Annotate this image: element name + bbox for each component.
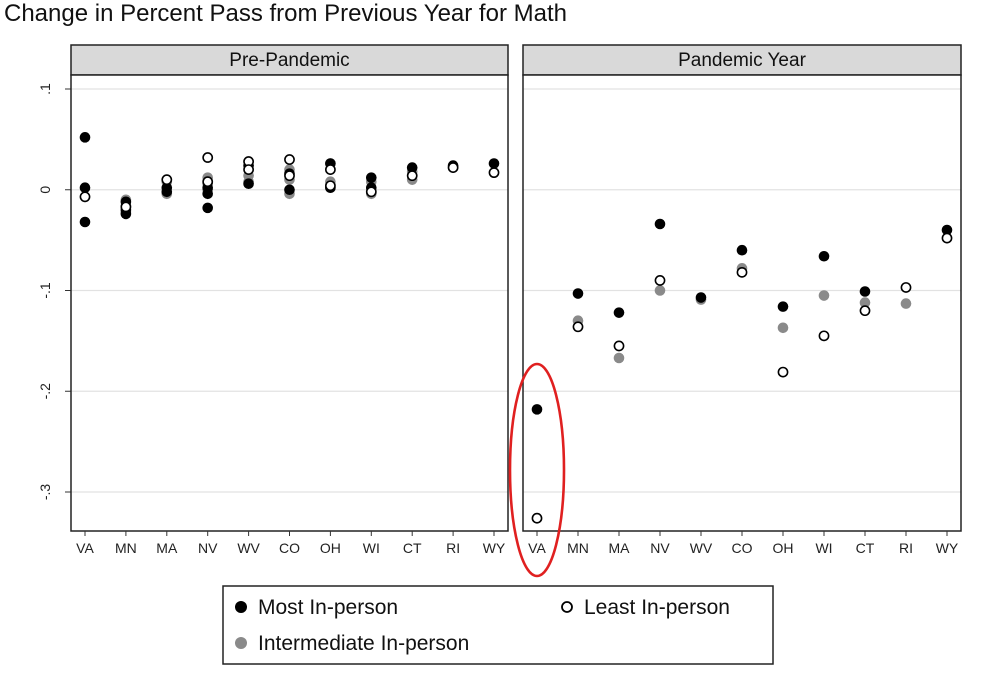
x-tick-label: VA [528, 540, 546, 556]
x-tick-label: WV [690, 540, 713, 556]
point-most [406, 162, 418, 173]
point-intermediate [777, 322, 789, 334]
point-most [654, 218, 666, 230]
panel-pandemic-year: Pandemic Year VA MN MA NV WV CO OH WI CT RI WY [522, 44, 962, 556]
point-most [488, 158, 500, 169]
x-tick-label: MN [567, 540, 589, 556]
x-tick-label: RI [446, 540, 460, 556]
x-tick-label: CO [732, 540, 753, 556]
x-tick-label: CT [403, 540, 422, 556]
point-most [202, 202, 213, 214]
x-tick-label: OH [773, 540, 794, 556]
point-least [736, 266, 748, 278]
point-intermediate [654, 285, 666, 296]
x-tick-label: WY [936, 540, 959, 556]
point-least [531, 512, 543, 524]
x-tick-label: MA [609, 540, 631, 556]
y-tick-label: -.2 [37, 383, 53, 400]
y-tick-label: -.1 [37, 282, 53, 299]
point-most [79, 132, 91, 143]
point-most [818, 250, 830, 262]
point-most [161, 186, 173, 198]
x-tick-label: WY [483, 540, 506, 556]
point-most [941, 224, 953, 236]
point-least [284, 154, 295, 165]
x-tick-label: NV [198, 540, 218, 556]
legend-marker-least [561, 601, 573, 613]
point-most [243, 178, 254, 190]
point-least [900, 282, 912, 293]
point-most [284, 184, 295, 196]
point-intermediate [859, 297, 871, 308]
point-least [365, 186, 377, 198]
plot-area [71, 75, 508, 531]
x-tick-label: CO [279, 540, 300, 556]
panel-strip [70, 44, 509, 76]
point-least [777, 366, 789, 378]
legend: Most In-person Least In-person Intermediat… [222, 585, 774, 665]
point-least [859, 305, 871, 317]
y-tick-label: -.3 [37, 484, 53, 501]
point-least [161, 174, 173, 186]
point-intermediate [900, 298, 912, 309]
x-tick-label: MN [115, 540, 137, 556]
point-least [488, 167, 500, 179]
point-least [202, 152, 214, 163]
y-tick-label: .1 [37, 83, 53, 95]
point-intermediate [613, 352, 625, 364]
point-least [120, 201, 132, 213]
legend-box [222, 585, 774, 665]
point-most [531, 404, 543, 415]
point-most [695, 292, 707, 303]
x-tick-label: WV [237, 540, 260, 556]
legend-marker-intermediate [235, 637, 247, 649]
legend-label-least: Least In-person [584, 596, 730, 619]
point-most [859, 286, 871, 297]
point-intermediate [818, 290, 830, 301]
point-most [79, 182, 91, 194]
point-least [324, 164, 336, 175]
x-tick-label: NV [650, 540, 670, 556]
x-tick-label: WI [815, 540, 832, 556]
point-least [654, 275, 666, 286]
panel-title: Pandemic Year [678, 50, 806, 71]
point-least [79, 191, 91, 203]
point-least [447, 162, 459, 173]
legend-label-intermediate: Intermediate In-person [258, 632, 469, 655]
highlight-ellipse [508, 362, 566, 578]
plot-area [523, 75, 961, 531]
point-least [406, 170, 418, 182]
point-most [79, 216, 91, 228]
point-least [202, 176, 214, 188]
legend-label-most: Most In-person [258, 596, 398, 619]
x-tick-label: OH [320, 540, 341, 556]
point-most [366, 172, 377, 183]
point-most [777, 301, 789, 312]
point-least [284, 170, 295, 182]
panel-strip [522, 44, 962, 76]
panel-title: Pre-Pandemic [229, 50, 349, 71]
x-tick-label: RI [899, 540, 913, 556]
x-tick-label: MA [156, 540, 178, 556]
chart-title: Change in Percent Pass from Previous Yea… [4, 0, 567, 27]
x-tick-label: CT [856, 540, 875, 556]
point-most [202, 188, 213, 200]
point-least [818, 330, 830, 342]
point-least [324, 180, 336, 192]
x-tick-label: WI [363, 540, 380, 556]
point-most [572, 288, 584, 299]
panel-pre-pandemic: Pre-Pandemic VA MN MA NV WV CO OH WI CT RI WY [70, 44, 509, 556]
point-most [736, 244, 748, 256]
y-tick-label: 0 [37, 186, 53, 194]
x-tick-label: VA [76, 540, 94, 556]
legend-marker-most [235, 601, 247, 613]
point-most [613, 307, 625, 318]
point-least [572, 321, 584, 333]
point-least [243, 164, 254, 175]
point-least [941, 232, 953, 244]
point-least [613, 340, 625, 352]
